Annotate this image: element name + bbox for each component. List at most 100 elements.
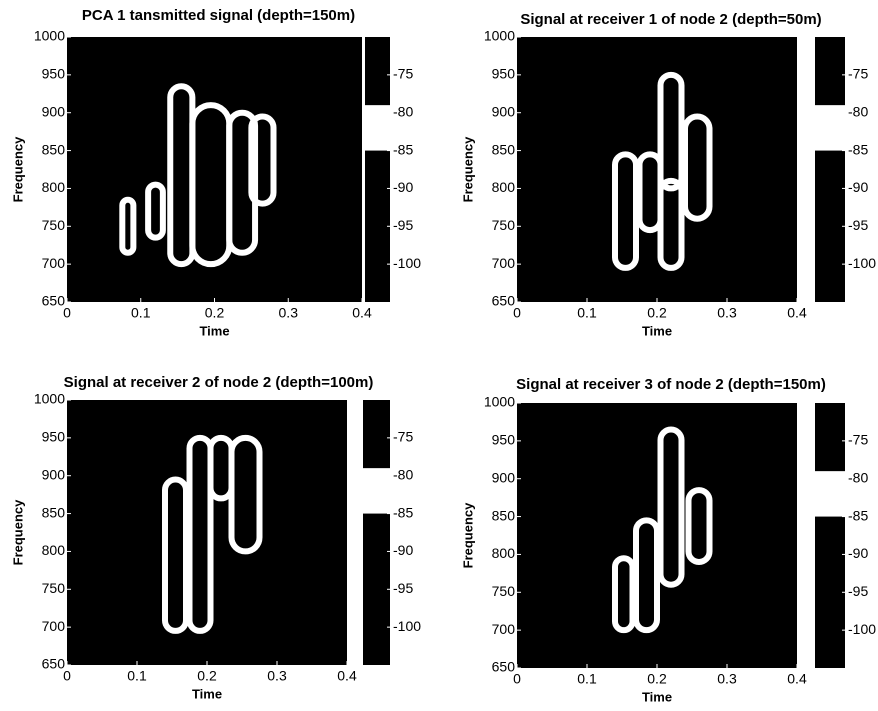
y-tick-label: 1000	[34, 391, 65, 407]
signal-contour	[145, 181, 166, 241]
x-tick-label: 0.2	[205, 305, 225, 321]
colorbar-tick-label: -85	[393, 141, 413, 157]
y-tick-label: 700	[42, 255, 66, 271]
y-tick-label: 650	[492, 293, 516, 309]
colorbar-tick-label: -80	[848, 103, 868, 119]
y-tick-label: 700	[42, 618, 66, 634]
y-tick-label: 800	[42, 542, 66, 558]
colorbar-tick-label: -90	[848, 179, 868, 195]
x-tick-label: 0	[63, 305, 71, 321]
colorbar-tick-label: -95	[848, 217, 868, 233]
colorbar	[815, 37, 845, 302]
signal-contour	[682, 113, 713, 222]
y-tick-label: 850	[42, 141, 66, 157]
signal-contour	[633, 517, 660, 634]
plot-area	[67, 37, 362, 302]
colorbar-tick-label: -95	[393, 217, 413, 233]
y-tick-label: 750	[42, 217, 66, 233]
x-tick-label: 0	[63, 668, 71, 684]
y-tick-label: 850	[492, 507, 516, 523]
colorbar	[363, 400, 390, 665]
x-tick-label: 0.4	[337, 668, 357, 684]
colorbar-tick-label: -100	[848, 621, 876, 637]
colorbar-tick-label: -90	[848, 545, 868, 561]
colorbar-tick-label: -85	[848, 141, 868, 157]
y-tick-label: 900	[42, 103, 66, 119]
signal-contour	[657, 71, 685, 192]
y-tick-label: 750	[492, 583, 516, 599]
y-tick-label: 950	[42, 429, 66, 445]
x-tick-label: 0.2	[647, 305, 667, 321]
chart-title: Signal at receiver 3 of node 2 (depth=15…	[516, 376, 826, 393]
x-tick-label: 0	[513, 305, 521, 321]
colorbar-tick-label: -95	[848, 583, 868, 599]
y-tick-label: 1000	[34, 28, 65, 44]
colorbar-tick-label: -100	[393, 618, 421, 634]
y-tick-label: 900	[492, 103, 516, 119]
colorbar	[365, 37, 390, 302]
y-tick-label: 900	[492, 469, 516, 485]
x-tick-label: 0.1	[131, 305, 151, 321]
colorbar-tick-label: -75	[848, 66, 868, 82]
colorbar-tick-label: -75	[848, 432, 868, 448]
x-axis-label: Time	[642, 323, 672, 338]
y-tick-label: 1000	[484, 394, 515, 410]
x-tick-label: 0.4	[352, 305, 372, 321]
x-tick-label: 0.3	[717, 671, 737, 687]
y-tick-label: 900	[42, 466, 66, 482]
signal-contour	[657, 177, 685, 271]
signal-contour	[162, 476, 189, 634]
y-tick-label: 750	[492, 217, 516, 233]
x-tick-label: 0.1	[127, 668, 147, 684]
signal-contour	[612, 555, 636, 634]
colorbar-tick-label: -75	[393, 66, 413, 82]
y-tick-label: 950	[492, 66, 516, 82]
y-axis-label: Frequency	[460, 136, 475, 203]
x-axis-label: Time	[642, 689, 672, 704]
y-tick-label: 850	[42, 504, 66, 520]
colorbar-tick-label: -100	[393, 255, 421, 271]
colorbar-tick-label: -80	[393, 466, 413, 482]
x-tick-label: 0.3	[279, 305, 299, 321]
colorbar-tick-label: -85	[848, 507, 868, 523]
y-tick-label: 650	[42, 656, 66, 672]
colorbar-band	[815, 105, 845, 151]
x-axis-label: Time	[199, 323, 229, 338]
y-tick-label: 650	[42, 293, 66, 309]
y-tick-label: 1000	[484, 28, 515, 44]
y-tick-label: 800	[492, 545, 516, 561]
colorbar-tick-label: -85	[393, 504, 413, 520]
y-axis-label: Frequency	[10, 499, 25, 566]
signal-contour	[612, 151, 639, 271]
x-tick-label: 0.3	[267, 668, 287, 684]
y-tick-label: 700	[492, 621, 516, 637]
colorbar-tick-label: -90	[393, 179, 413, 195]
colorbar-tick-label: -80	[848, 469, 868, 485]
y-axis-label: Frequency	[10, 136, 25, 203]
signal-contour	[186, 434, 214, 634]
signal-contour	[685, 487, 713, 566]
colorbar-tick-label: -80	[393, 103, 413, 119]
signal-contour	[248, 113, 277, 207]
y-tick-label: 700	[492, 255, 516, 271]
x-tick-label: 0.3	[717, 305, 737, 321]
x-tick-label: 0.2	[197, 668, 217, 684]
y-tick-label: 650	[492, 659, 516, 675]
chart-title: Signal at receiver 2 of node 2 (depth=10…	[64, 374, 374, 391]
y-tick-label: 800	[492, 179, 516, 195]
colorbar-band	[815, 471, 845, 517]
x-axis-label: Time	[192, 686, 222, 701]
chart-title: Signal at receiver 1 of node 2 (depth=50…	[520, 11, 821, 28]
y-axis-label: Frequency	[460, 502, 475, 569]
colorbar-band	[365, 105, 390, 151]
x-tick-label: 0.4	[787, 671, 807, 687]
signal-contour	[226, 109, 259, 256]
x-tick-label: 0.1	[577, 305, 597, 321]
signal-contour	[228, 434, 263, 555]
x-tick-label: 0	[513, 671, 521, 687]
chart-title: PCA 1 tansmitted signal (depth=150m)	[82, 7, 355, 24]
colorbar-tick-label: -75	[393, 429, 413, 445]
x-tick-label: 0.2	[647, 671, 667, 687]
colorbar-tick-label: -90	[393, 542, 413, 558]
